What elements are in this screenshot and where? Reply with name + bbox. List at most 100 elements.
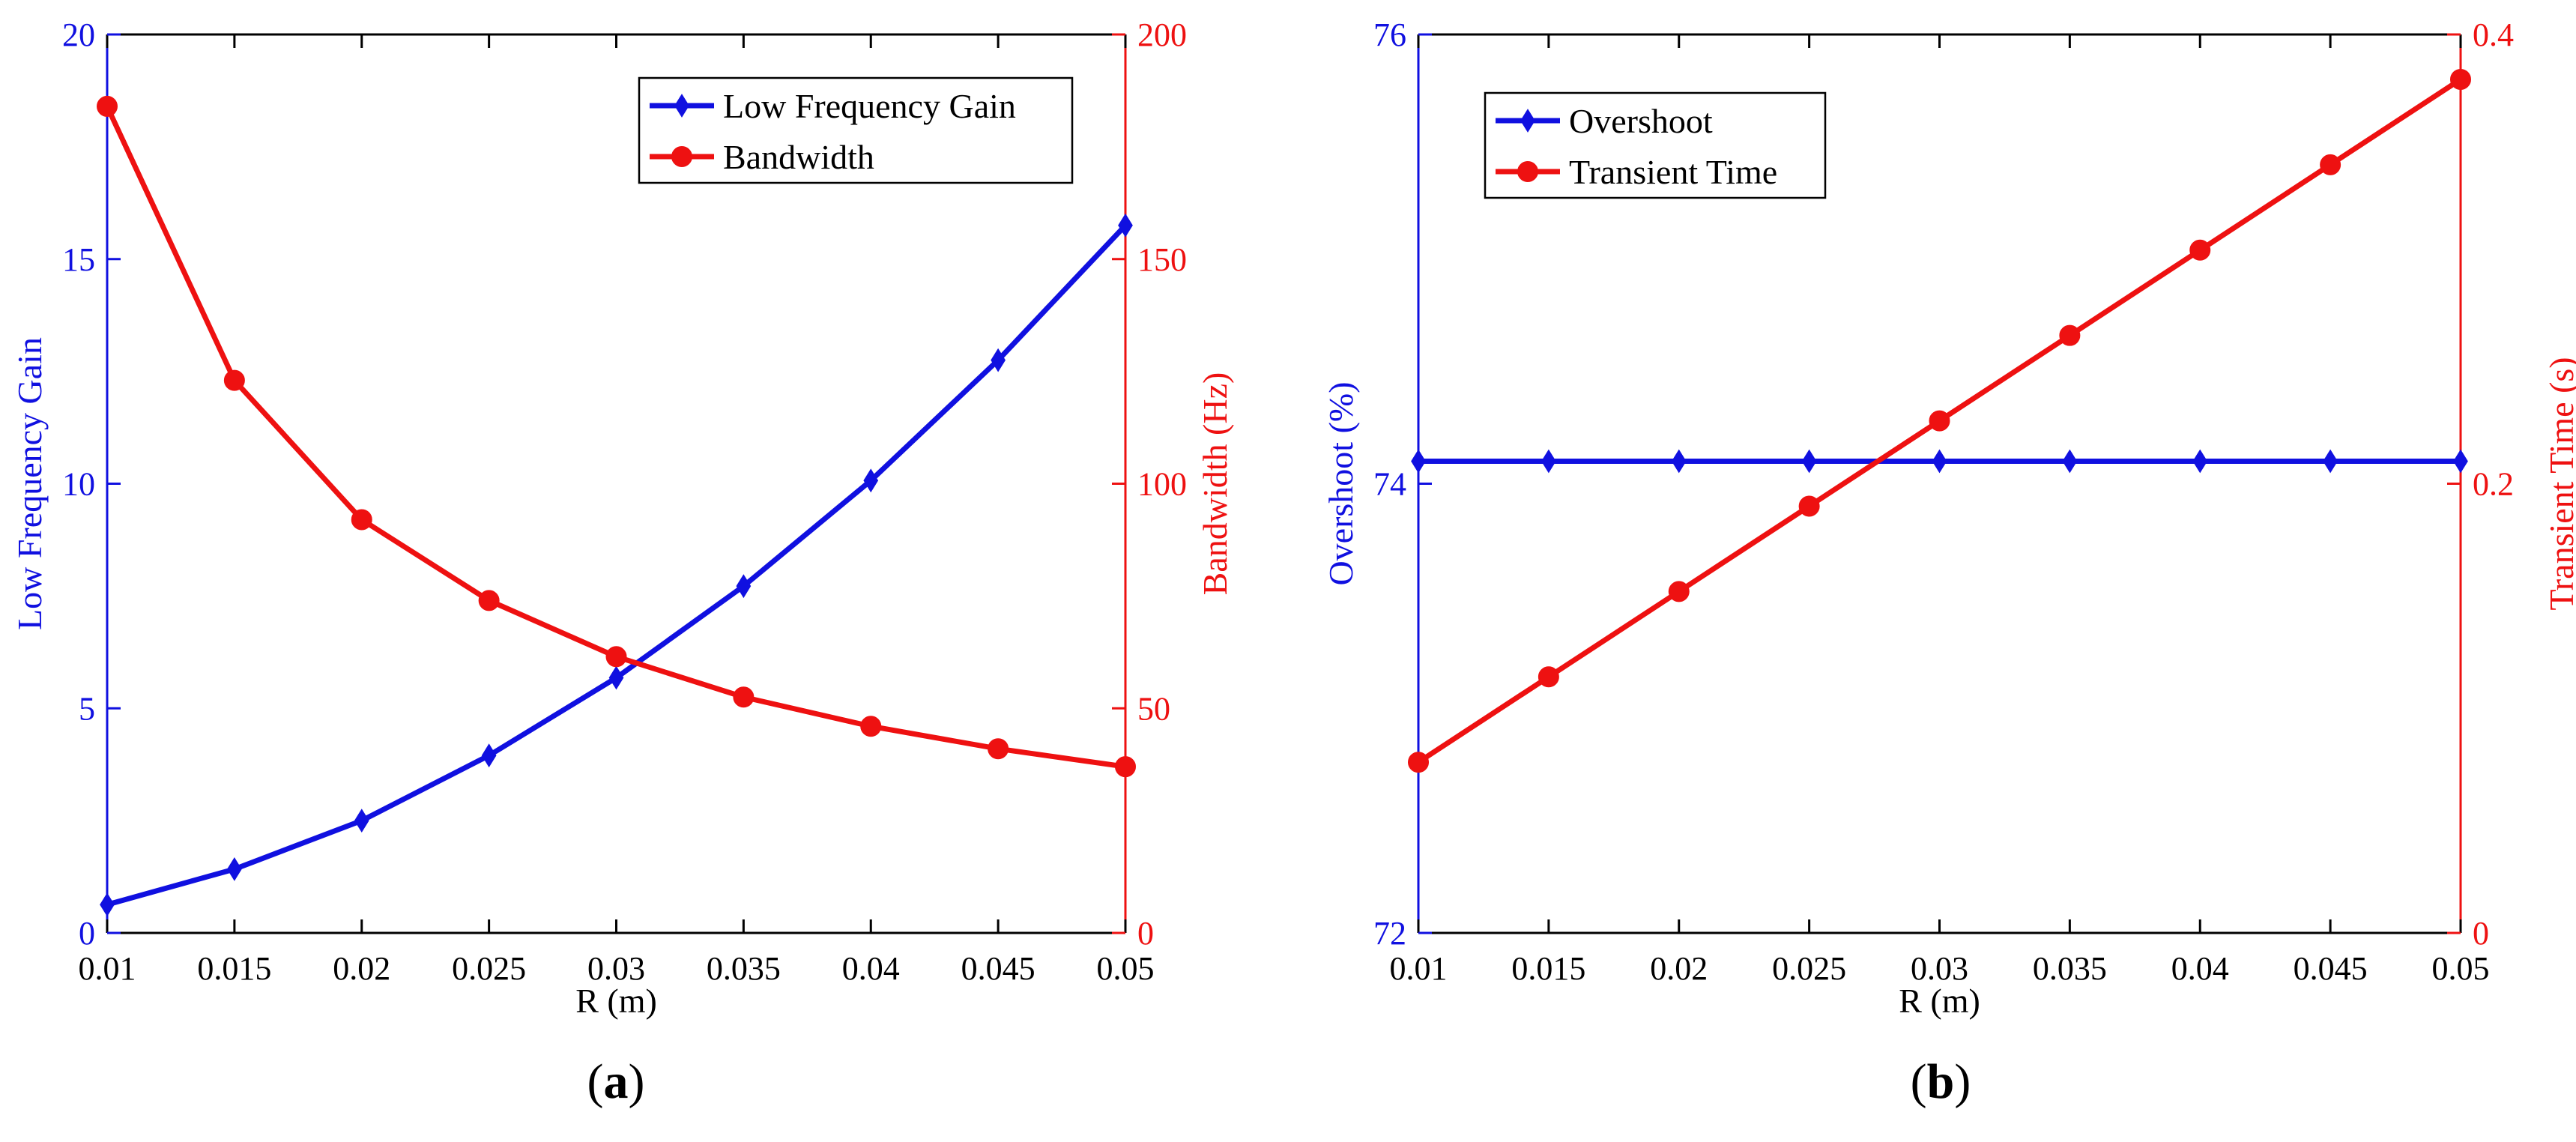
x-axis-label: R (m) xyxy=(575,982,657,1020)
series-overshoot xyxy=(1411,449,2468,474)
y-axis-label-left: Overshoot (%) xyxy=(1322,381,1360,585)
y-right-tick-label: 0.2 xyxy=(2473,466,2514,503)
data-point-diamond xyxy=(1932,449,1947,474)
y-left-tick-label: 5 xyxy=(79,690,95,727)
data-point-circle xyxy=(478,590,500,611)
data-point-diamond xyxy=(227,856,242,881)
series-bandwidth xyxy=(97,95,1136,778)
data-point-diamond xyxy=(1541,449,1556,474)
x-tick-label: 0.02 xyxy=(333,950,390,987)
x-tick-label: 0.01 xyxy=(1390,950,1448,987)
y-right-tick-label: 150 xyxy=(1137,241,1187,278)
data-point-diamond xyxy=(1411,449,1426,474)
legend-swatch-diamond xyxy=(1520,109,1535,133)
panel-label-letter: b xyxy=(1927,1054,1955,1109)
legend-box xyxy=(638,76,1074,184)
y-left-tick-label: 76 xyxy=(1373,16,1406,53)
panel-label-close-paren: ) xyxy=(1954,1054,1971,1109)
panel-label-open-paren: ( xyxy=(1911,1054,1927,1109)
x-axis-label: R (m) xyxy=(1899,982,1980,1020)
data-point-circle xyxy=(1798,495,1820,517)
y-axis-label-left: Low Frequency Gain xyxy=(10,337,49,630)
y-right-tick-label: 0.4 xyxy=(2473,16,2514,53)
x-tick-label: 0.05 xyxy=(2432,950,2490,987)
data-point-circle xyxy=(1115,756,1136,778)
x-tick-label: 0.03 xyxy=(587,950,645,987)
data-point-circle xyxy=(223,369,245,391)
x-tick-label: 0.035 xyxy=(2033,950,2107,987)
x-tick-label: 0.04 xyxy=(842,950,900,987)
panel-label-open-paren: ( xyxy=(587,1054,604,1109)
data-point-diamond xyxy=(1118,213,1133,238)
data-point-diamond xyxy=(2192,449,2208,474)
data-point-circle xyxy=(351,509,372,531)
x-tick-label: 0.015 xyxy=(197,950,271,987)
x-tick-label: 0.025 xyxy=(452,950,526,987)
data-point-circle xyxy=(2059,324,2081,346)
x-tick-label: 0.025 xyxy=(1772,950,1846,987)
x-tick-label: 0.03 xyxy=(1911,950,1968,987)
chart-panel-a: 0.01 0.015 0.02 0.025 0.03 0.035 0.04 0.045 0.05… xyxy=(10,16,1234,1109)
data-point-circle xyxy=(1929,410,1950,432)
data-point-diamond xyxy=(2062,449,2078,474)
data-point-circle xyxy=(988,738,1009,760)
legend-entry-label: Transient Time xyxy=(1569,153,1777,191)
y-axis-label-right: Bandwidth (Hz) xyxy=(1196,372,1234,596)
y-right-tick-label: 100 xyxy=(1137,466,1187,503)
chart-panel-b: 0.01 0.015 0.02 0.025 0.03 0.035 0.04 0.045 0.05… xyxy=(1322,16,2576,1109)
data-point-circle xyxy=(97,95,118,117)
data-point-diamond xyxy=(1671,449,1687,474)
data-point-circle xyxy=(1668,581,1690,602)
data-point-diamond xyxy=(991,348,1006,372)
data-point-diamond xyxy=(863,468,879,493)
data-point-circle xyxy=(2450,68,2471,90)
data-point-diamond xyxy=(2453,449,2468,474)
y-left-tick-label: 0 xyxy=(79,915,95,952)
y-right-tick-label: 50 xyxy=(1137,690,1170,727)
data-point-circle xyxy=(1538,666,1559,688)
data-point-diamond xyxy=(2323,449,2338,474)
legend: Low Frequency Gain Bandwidth xyxy=(638,76,1074,184)
x-tick-label: 0.015 xyxy=(1511,950,1585,987)
data-point-circle xyxy=(733,686,755,708)
y-left-tick-label: 74 xyxy=(1373,466,1406,503)
y-axis-label-right: Transient Time (s) xyxy=(2542,357,2576,610)
legend-swatch-diamond xyxy=(674,94,689,118)
legend: Overshoot Transient Time xyxy=(1484,91,1827,199)
data-point-circle xyxy=(2320,154,2341,175)
legend-swatch-circle xyxy=(671,146,692,167)
y-left-tick-label: 72 xyxy=(1373,915,1406,952)
y-right-tick-label: 0 xyxy=(2473,915,2489,952)
data-point-circle xyxy=(605,646,627,668)
data-point-diamond xyxy=(354,809,369,833)
panel-label-letter: a xyxy=(604,1054,629,1109)
y-left-tick-label: 15 xyxy=(62,241,95,278)
data-point-diamond xyxy=(736,574,752,599)
legend-swatch-circle xyxy=(1517,161,1538,182)
y-left-tick-label: 20 xyxy=(62,16,95,53)
data-point-circle xyxy=(2189,239,2211,261)
legend-entry-label: Bandwidth xyxy=(723,138,874,176)
series-transient-time xyxy=(1408,68,2471,773)
y-right-tick-label: 200 xyxy=(1137,16,1187,53)
series-line xyxy=(106,223,1128,907)
legend-box xyxy=(1484,91,1827,199)
panel-label: (b) xyxy=(1911,1054,1971,1109)
y-left-tick-label: 10 xyxy=(62,466,95,503)
legend-entry-label: Overshoot xyxy=(1569,102,1713,140)
data-point-diamond xyxy=(100,892,115,917)
y-right-tick-label: 0 xyxy=(1137,915,1154,952)
x-tick-label: 0.045 xyxy=(961,950,1035,987)
x-tick-label: 0.02 xyxy=(1650,950,1708,987)
data-point-diamond xyxy=(481,743,497,768)
x-tick-label: 0.05 xyxy=(1097,950,1155,987)
x-tick-label: 0.01 xyxy=(79,950,136,987)
panel-label-close-paren: ) xyxy=(629,1054,645,1109)
panel-label: (a) xyxy=(587,1054,645,1109)
data-point-diamond xyxy=(1801,449,1817,474)
x-tick-label: 0.045 xyxy=(2294,950,2368,987)
x-tick-label: 0.035 xyxy=(707,950,781,987)
x-tick-label: 0.04 xyxy=(2171,950,2229,987)
